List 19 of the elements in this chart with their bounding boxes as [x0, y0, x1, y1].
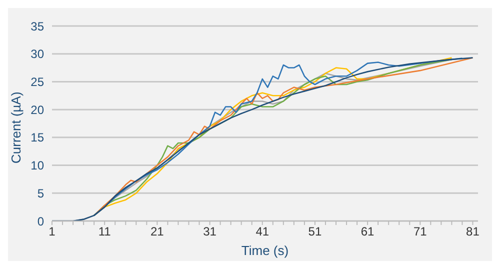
x-tick-label: 1 — [48, 224, 56, 239]
y-tick-label: 25 — [30, 74, 44, 89]
y-axis-title: Current (µA) — [8, 92, 24, 164]
x-tick-label: 81 — [466, 224, 480, 239]
y-tick-label: 30 — [30, 47, 44, 62]
x-tick-label: 61 — [360, 224, 375, 239]
y-tick-label: 20 — [30, 102, 44, 117]
x-tick-label: 11 — [98, 224, 112, 239]
y-tick-label: 35 — [30, 19, 44, 34]
y-tick-label: 15 — [30, 130, 44, 145]
y-tick-label: 0 — [37, 214, 44, 228]
x-axis-title: Time (s) — [241, 243, 289, 258]
x-tick-label: 31 — [203, 224, 217, 239]
y-tick-label: 5 — [37, 186, 44, 200]
x-tick-label: 51 — [308, 224, 322, 239]
x-tick-label: 71 — [413, 224, 428, 239]
x-tick-label: 21 — [150, 224, 164, 239]
y-tick-label: 10 — [30, 158, 44, 173]
x-tick-label: 41 — [256, 224, 270, 239]
